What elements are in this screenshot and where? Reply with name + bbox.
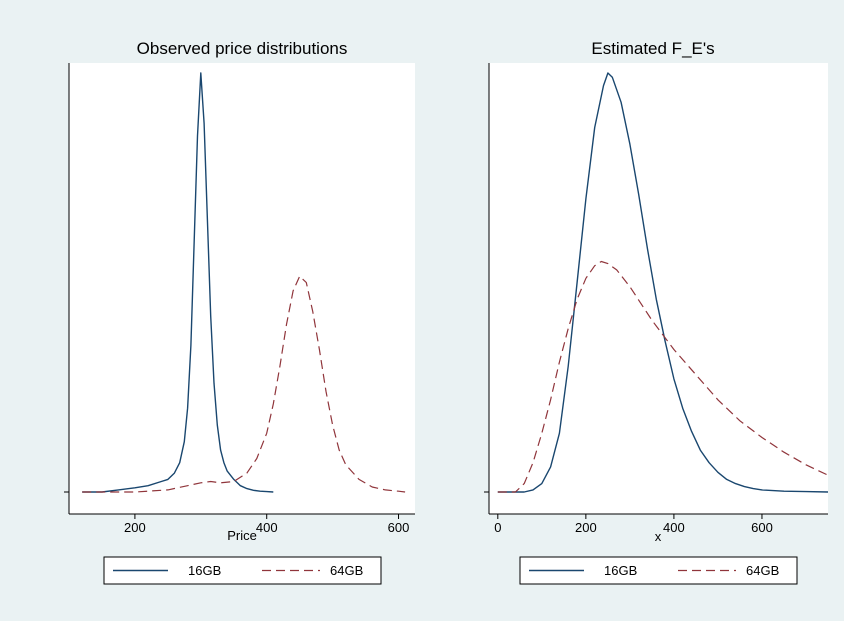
chart-title: Estimated F_E's [591, 39, 714, 58]
series-line-64gb [82, 275, 406, 493]
legend-label: 16GB [604, 563, 637, 578]
series-line-16gb [82, 72, 274, 493]
legend-label: 64GB [746, 563, 779, 578]
legend-label: 64GB [330, 563, 363, 578]
x-tick-label: 600 [751, 520, 773, 535]
chart-title: Observed price distributions [137, 39, 348, 58]
x-tick-label: 0 [494, 520, 501, 535]
x-tick-label: 400 [256, 520, 278, 535]
plot-area [489, 63, 828, 514]
x-tick-label: 400 [663, 520, 685, 535]
legend-label: 16GB [188, 563, 221, 578]
series-line-16gb [497, 72, 829, 493]
x-tick-label: 200 [575, 520, 597, 535]
x-tick-label: 200 [124, 520, 146, 535]
x-axis-label: Price [227, 528, 257, 543]
x-tick-label: 600 [388, 520, 410, 535]
x-axis-label: x [655, 529, 662, 544]
plot-area [69, 63, 415, 514]
series-line-64gb [497, 260, 829, 493]
